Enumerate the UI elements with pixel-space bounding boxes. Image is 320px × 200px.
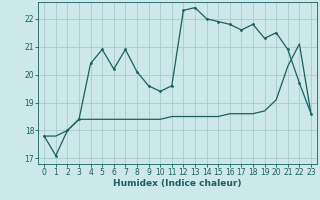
X-axis label: Humidex (Indice chaleur): Humidex (Indice chaleur) bbox=[113, 179, 242, 188]
